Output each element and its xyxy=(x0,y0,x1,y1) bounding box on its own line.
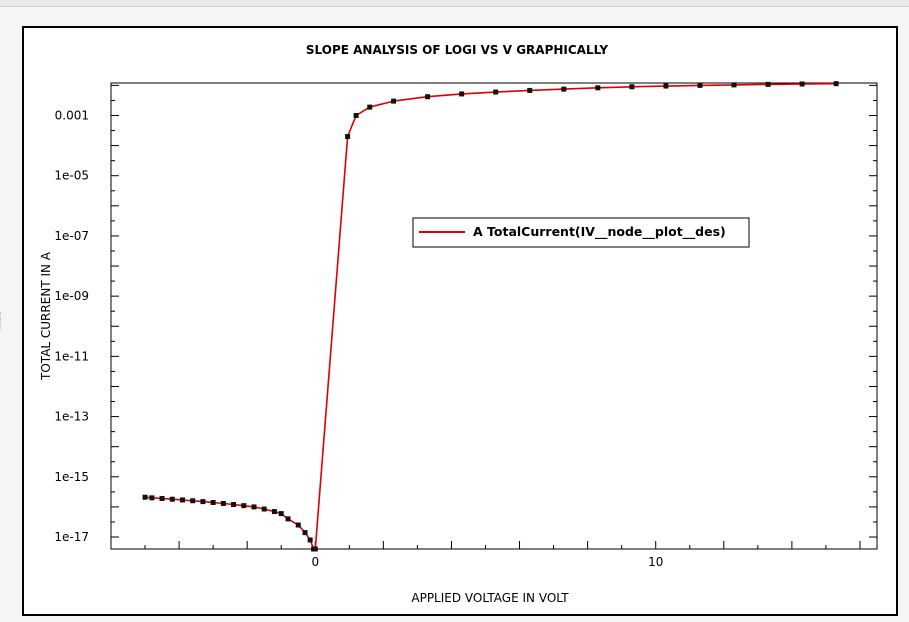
data-point xyxy=(251,504,257,510)
series-layer xyxy=(142,81,839,552)
y-tick-label: 1e-09 xyxy=(54,289,89,303)
data-point xyxy=(663,83,669,89)
x-axis: 0 10 xyxy=(110,541,861,569)
data-point xyxy=(285,516,291,522)
data-point xyxy=(312,546,318,552)
y-tick-label: 1e-05 xyxy=(54,169,89,183)
data-point xyxy=(527,87,533,93)
data-point xyxy=(169,496,175,502)
y-tick-label: 1e-17 xyxy=(54,530,89,544)
chart-title: SLOPE ANALYSIS OF LOGI VS V GRAPHICALLY xyxy=(306,43,609,57)
data-point xyxy=(190,498,196,504)
data-point xyxy=(367,104,373,110)
data-point xyxy=(302,530,308,536)
data-point xyxy=(307,537,313,543)
data-point xyxy=(159,496,165,502)
data-point xyxy=(493,89,499,95)
data-point xyxy=(295,522,301,528)
data-point xyxy=(595,85,601,91)
y-tick-label: 1e-13 xyxy=(54,410,89,424)
data-point xyxy=(179,497,185,503)
legend-label: A TotalCurrent(IV__node__plot__des) xyxy=(473,224,726,240)
plot-frame: SLOPE ANALYSIS OF LOGI VS V GRAPHICALLY … xyxy=(22,26,898,616)
data-point xyxy=(271,509,277,515)
series-line xyxy=(144,82,837,550)
resize-grip[interactable] xyxy=(0,312,4,330)
window-top-bar xyxy=(0,0,909,7)
y-tick-label: 1e-07 xyxy=(54,229,89,243)
data-point xyxy=(353,112,359,118)
data-point xyxy=(765,81,771,87)
data-point xyxy=(391,98,397,104)
data-point xyxy=(231,502,237,508)
data-point xyxy=(345,134,351,140)
data-point xyxy=(200,499,206,505)
data-point xyxy=(278,511,284,517)
data-point xyxy=(425,94,431,100)
data-point xyxy=(561,86,567,92)
data-point xyxy=(697,82,703,88)
data-point xyxy=(731,82,737,88)
y-axis: 0.001 1e-05 1e-07 1e-09 1e-11 1e-13 1e-15 1e-17 xyxy=(54,84,877,544)
data-point xyxy=(210,500,216,506)
data-point xyxy=(261,506,267,512)
legend-box xyxy=(412,217,750,248)
data-point xyxy=(220,500,226,506)
data-point xyxy=(149,495,155,501)
y-tick-label: 1e-15 xyxy=(54,470,89,484)
line-chart: SLOPE ANALYSIS OF LOGI VS V GRAPHICALLY … xyxy=(39,43,878,605)
x-axis-label: APPLIED VOLTAGE IN VOLT xyxy=(411,591,569,605)
x-tick-label: 10 xyxy=(648,555,663,569)
y-axis-label: TOTAL CURRENT IN A xyxy=(39,251,53,381)
plot-area xyxy=(110,82,878,550)
data-point xyxy=(629,84,635,90)
y-tick-label: 1e-11 xyxy=(54,349,89,363)
x-tick-label: 0 xyxy=(311,555,319,569)
data-point xyxy=(799,81,805,87)
data-point xyxy=(142,494,148,500)
data-point xyxy=(459,91,465,97)
data-point xyxy=(241,503,247,509)
y-tick-label: 0.001 xyxy=(55,108,89,122)
legend: A TotalCurrent(IV__node__plot__des) xyxy=(412,217,750,248)
data-point xyxy=(833,81,839,87)
